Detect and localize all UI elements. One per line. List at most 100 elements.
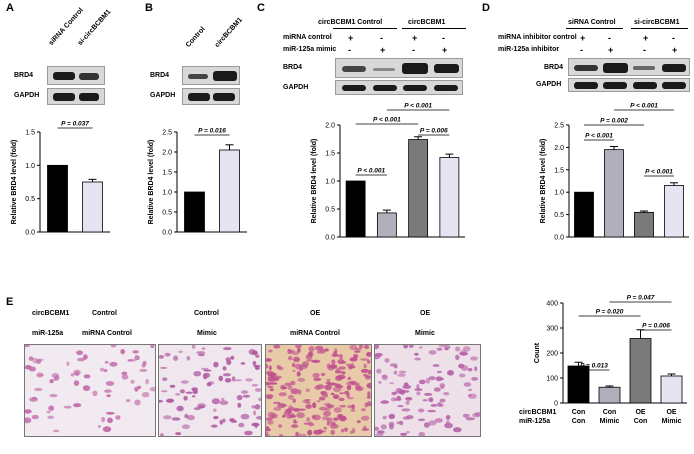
cell-mark [376,430,385,434]
cell-mark [313,377,322,381]
cell-mark [210,424,218,428]
cell-mark [290,388,299,395]
cell-mark [307,429,313,436]
cell-mark [326,404,335,409]
cell-mark [219,400,229,405]
p-value-label: P = 0.037 [61,121,89,128]
cell-mark [418,379,426,385]
sign: - [608,33,611,43]
cell-mark [126,399,131,403]
cell-mark [104,360,109,364]
sign: + [643,33,649,43]
cell-mark [395,387,403,394]
blot-row-label: GAPDH [283,84,309,91]
cell-mark [389,363,398,367]
x-tick-label: Con [603,409,617,416]
group-underline [333,28,397,29]
cell-mark [414,352,419,356]
bar [219,149,240,233]
cell-mark [255,354,260,358]
cell-mark [245,378,253,382]
blot-band [662,82,686,89]
cell-mark [237,402,242,408]
cell-mark [435,376,443,382]
y-tick-label: 2.0 [325,123,335,130]
micrograph-image [23,343,158,437]
group-header: circBCBM1 [408,19,446,26]
cell-mark [419,346,423,349]
cell-mark [165,398,174,403]
cell-mark [265,370,274,375]
bar [604,149,624,238]
cell-mark [222,373,232,377]
cell-mark [433,387,441,392]
blot-band [403,85,427,91]
cell-mark [236,394,243,401]
cell-texture [262,342,375,439]
bar [47,164,68,233]
cell-mark [416,391,421,396]
cell-mark [127,359,137,362]
cell-mark [296,412,305,419]
cell-mark [389,424,394,430]
cell-mark [223,347,232,351]
cell-mark [374,433,384,436]
column-bottom-label: miRNA Control [82,330,132,337]
cell-mark [28,356,34,361]
cell-mark [105,381,115,386]
cell-mark [333,407,342,413]
cell-texture [371,343,484,437]
cell-mark [312,373,320,378]
cell-mark [137,385,142,390]
cell-mark [305,404,312,409]
group-header: si-circBCBM1 [634,19,680,26]
cell-mark [440,385,444,390]
cell-mark [418,418,426,422]
cell-mark [242,394,251,398]
sign: + [348,33,354,43]
cell-mark [293,419,297,424]
cell-mark [158,355,164,359]
cell-mark [103,369,108,373]
cell-mark [23,409,32,414]
blot-strip [47,66,105,85]
cell-mark [344,427,348,432]
cell-mark [221,397,225,401]
sign: - [442,33,445,43]
cell-mark [230,355,235,360]
x-tick-label: Con [572,409,586,416]
y-axis-label: Relative BRD4 level (fold) [540,139,547,224]
cell-texture [23,343,158,433]
cell-mark [445,415,451,420]
bar [376,212,397,238]
cell-mark [351,404,355,410]
y-tick-label: 1.0 [162,190,172,197]
cell-mark [213,361,219,368]
cell-mark [325,381,330,384]
cell-mark [405,431,410,434]
cell-mark [49,379,54,384]
blot-strip [568,78,690,92]
bar [629,338,652,404]
cell-mark [254,388,262,392]
x-row-label: miR-125a [519,418,550,425]
cell-mark [367,391,371,398]
bar [598,386,621,404]
bar [634,211,654,238]
cell-mark [224,378,232,383]
cell-mark [102,426,112,433]
cell-mark [73,403,82,408]
cell-mark [402,416,410,420]
cell-mark [397,373,406,377]
cell-mark [458,373,466,378]
cell-mark [192,389,198,395]
cell-mark [311,415,316,419]
cell-mark [303,422,311,425]
chart-e: 0 100 200 300 400 Count P = 0.013 P = 0.006 P = … [519,295,687,425]
cell-mark [297,347,301,353]
cell-mark [298,433,303,439]
blot-band [574,82,598,89]
cell-mark [318,396,326,401]
blot-strip [182,88,240,105]
blot-band [53,72,75,80]
